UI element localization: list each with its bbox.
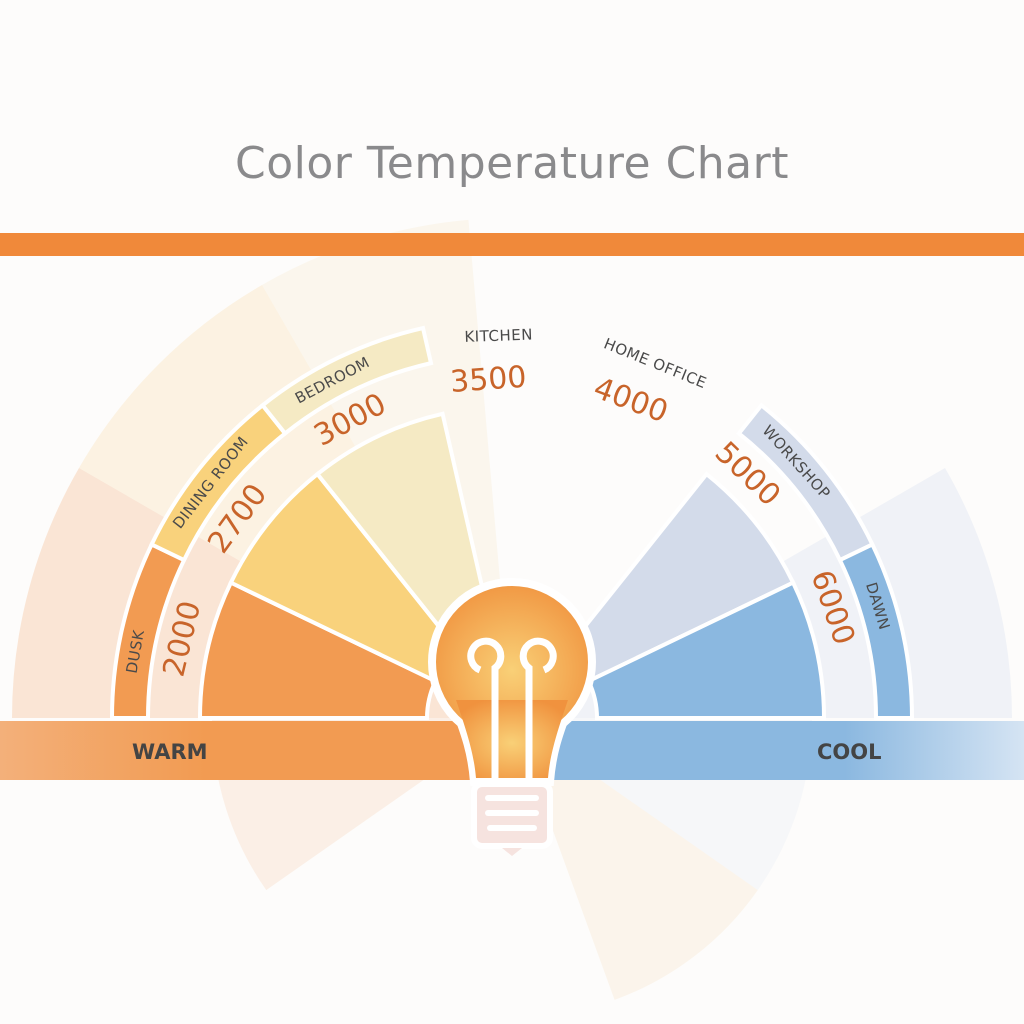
warm-label: WARM	[132, 740, 208, 764]
background-ray	[512, 718, 758, 1000]
cool-bar	[512, 721, 1024, 780]
warm-bar	[0, 721, 512, 780]
kelvin-value: 4000	[589, 371, 673, 431]
sector-wedge	[197, 579, 439, 720]
sector-band	[259, 325, 434, 437]
light-bulb-icon	[428, 578, 596, 856]
sector-wedge	[585, 579, 827, 720]
page-title: Color Temperature Chart	[235, 138, 789, 189]
kelvin-value: 3500	[449, 360, 528, 400]
top-accent-bar	[0, 233, 1024, 256]
sector-band	[837, 541, 915, 720]
cool-label: COOL	[817, 740, 882, 764]
sector-label: KITCHEN	[464, 326, 533, 346]
